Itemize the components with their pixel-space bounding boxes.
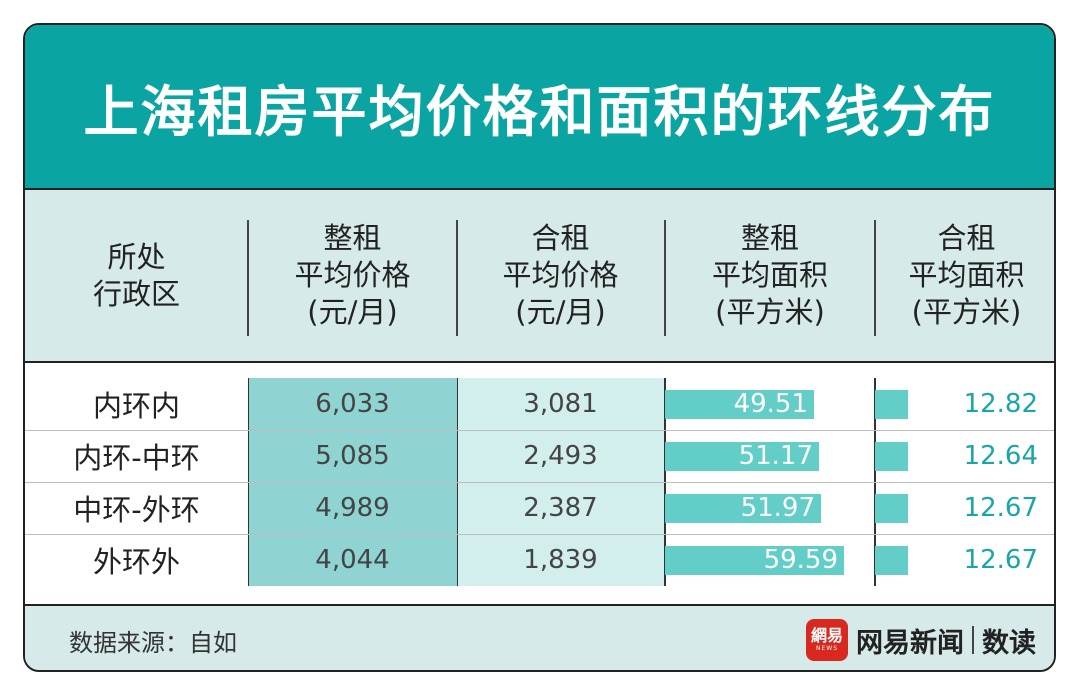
header-divider — [874, 220, 876, 336]
row-label: 外环外 — [92, 545, 180, 579]
data-source: 数据来源：自如 — [69, 628, 237, 657]
row-label: 内环-中环 — [73, 441, 200, 475]
brand-separator — [972, 626, 974, 654]
header-whole-price: 整租 平均价格 (元/月) — [294, 221, 411, 329]
netease-logo-icon: 網易 NEWS — [806, 619, 848, 661]
header-shared-price: 合租 平均价格 (元/月) — [502, 221, 619, 329]
whole-price-value: 4,044 — [315, 545, 390, 575]
shared-price-value: 3,081 — [523, 389, 598, 419]
whole-area-bar: 51.17 — [665, 441, 819, 471]
header-divider — [247, 220, 249, 336]
table-row: 外环外 4,044 1,839 59.59 12.67 — [25, 534, 1054, 586]
shared-area-value: 12.67 — [963, 545, 1038, 575]
brand-column-name: 数读 — [982, 627, 1036, 659]
row-separator — [25, 534, 1054, 535]
row-separator — [25, 430, 1054, 431]
shared-price-value: 2,387 — [523, 493, 598, 523]
row-label: 内环内 — [92, 389, 180, 423]
brand-name: 网易新闻 — [856, 627, 964, 659]
infographic-card: 上海租房平均价格和面积的环线分布 所处 行政区 整租 平均价格 (元/月) 合租… — [23, 23, 1056, 672]
shared-area-bar — [875, 493, 908, 523]
row-label: 中环-外环 — [73, 493, 200, 527]
whole-price-value: 4,989 — [315, 493, 390, 523]
title-bar: 上海租房平均价格和面积的环线分布 — [25, 25, 1054, 190]
shared-price-value: 1,839 — [523, 545, 598, 575]
footer: 数据来源：自如 網易 NEWS 网易新闻 数读 — [25, 604, 1054, 670]
table-row: 内环-中环 5,085 2,493 51.17 12.64 — [25, 430, 1054, 482]
row-separator — [25, 482, 1054, 483]
whole-area-bar: 49.51 — [665, 389, 814, 419]
header-region: 所处 行政区 — [92, 239, 180, 311]
table-body: 内环内 6,033 3,081 49.51 12.82 内环-中环 5,085 2,493 51… — [25, 363, 1054, 604]
shared-area-value: 12.82 — [963, 389, 1038, 419]
shared-area-bar — [875, 545, 908, 575]
chart-title: 上海租房平均价格和面积的环线分布 — [83, 79, 996, 144]
brand: 網易 NEWS 网易新闻 数读 — [806, 606, 1036, 670]
header-whole-area: 整租 平均面积 (平方米) — [711, 221, 828, 329]
header-divider — [456, 220, 458, 336]
shared-area-value: 12.64 — [963, 441, 1038, 471]
table-row: 中环-外环 4,989 2,387 51.97 12.67 — [25, 482, 1054, 534]
table-header: 所处 行政区 整租 平均价格 (元/月) 合租 平均价格 (元/月) 整租 平均… — [25, 190, 1054, 363]
table-row: 内环内 6,033 3,081 49.51 12.82 — [25, 378, 1054, 430]
shared-area-bar — [875, 389, 908, 419]
whole-price-value: 6,033 — [315, 389, 390, 419]
header-shared-area: 合租 平均面积 (平方米) — [908, 221, 1025, 329]
whole-price-value: 5,085 — [315, 441, 390, 471]
whole-area-bar: 59.59 — [665, 545, 844, 575]
shared-price-value: 2,493 — [523, 441, 598, 471]
shared-area-value: 12.67 — [963, 493, 1038, 523]
whole-area-bar: 51.97 — [665, 493, 821, 523]
header-divider — [664, 220, 666, 336]
shared-area-bar — [875, 441, 908, 471]
